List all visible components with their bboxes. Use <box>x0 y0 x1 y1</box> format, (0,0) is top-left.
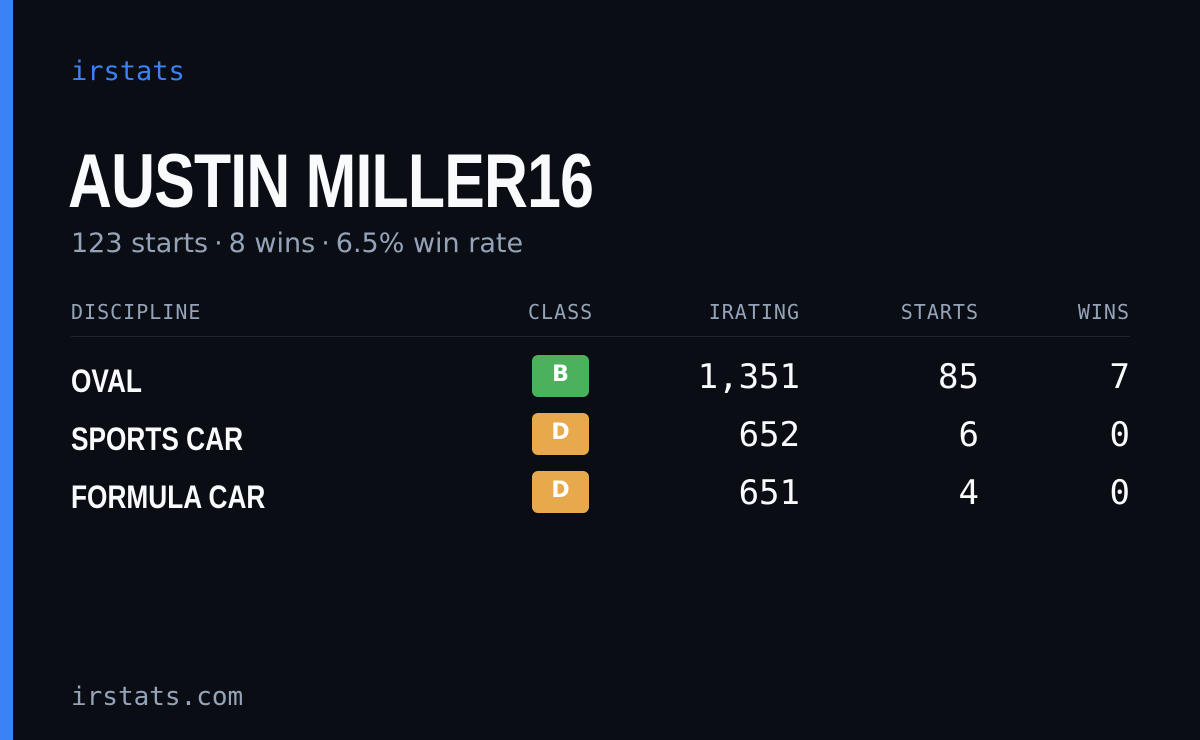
table-row: FORMULA CAR D 651 4 0 <box>71 471 1130 529</box>
class-badge: D <box>532 471 589 513</box>
starts-value: 6 <box>958 415 979 455</box>
driver-summary: 123 starts · 8 wins · 6.5% win rate <box>71 228 523 259</box>
header-starts: STARTS <box>900 300 979 324</box>
header-wins: WINS <box>1077 300 1130 324</box>
license-table: DISCIPLINE CLASS IRATING STARTS WINS OVA… <box>71 296 1130 529</box>
accent-bar <box>0 0 13 740</box>
table-row: OVAL B 1,351 85 7 <box>71 355 1130 413</box>
discipline-name: OVAL <box>71 363 142 399</box>
header-discipline: DISCIPLINE <box>71 300 202 324</box>
table-header: DISCIPLINE CLASS IRATING STARTS WINS <box>71 296 1130 337</box>
irating-value: 1,351 <box>697 357 800 397</box>
starts-value: 85 <box>938 357 979 397</box>
discipline-name: FORMULA CAR <box>71 479 266 515</box>
irating-value: 651 <box>738 473 800 513</box>
header-class: CLASS <box>528 300 594 324</box>
summary-separator: · <box>214 228 223 259</box>
wins-value: 0 <box>1109 473 1130 513</box>
summary-separator: · <box>321 228 330 259</box>
summary-wins: 8 wins <box>228 228 316 259</box>
footer-url: irstats.com <box>71 682 244 712</box>
irating-value: 652 <box>738 415 800 455</box>
class-badge: B <box>532 355 589 397</box>
brand-logo-text: irstats <box>71 56 185 87</box>
driver-name: AUSTIN MILLER16 <box>68 139 594 224</box>
wins-value: 7 <box>1109 357 1130 397</box>
discipline-name: SPORTS CAR <box>71 421 244 457</box>
table-body: OVAL B 1,351 85 7 SPORTS CAR D 652 6 0 F… <box>71 337 1130 529</box>
summary-starts: 123 starts <box>71 228 209 259</box>
table-row: SPORTS CAR D 652 6 0 <box>71 413 1130 471</box>
header-irating: IRATING <box>708 300 800 324</box>
starts-value: 4 <box>958 473 979 513</box>
wins-value: 0 <box>1109 415 1130 455</box>
summary-win-rate: 6.5% win rate <box>335 228 524 259</box>
class-badge: D <box>532 413 589 455</box>
